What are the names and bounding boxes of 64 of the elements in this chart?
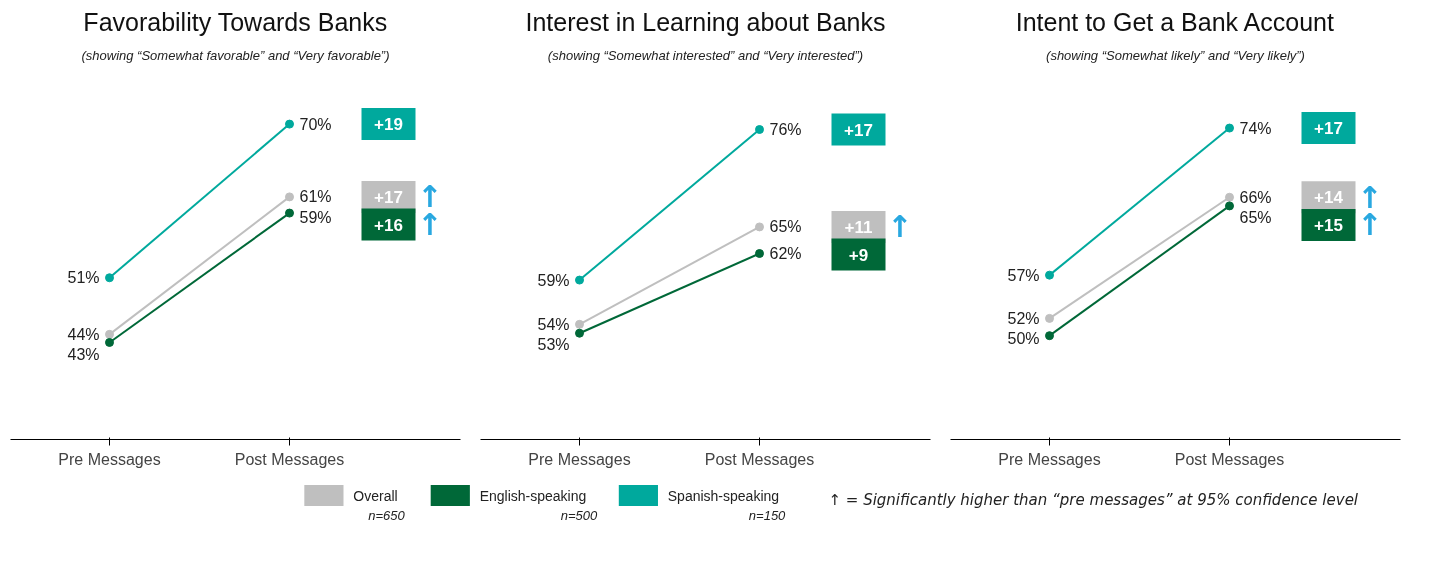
annotation: +17 [844, 120, 873, 140]
x-tick-label: Post Messages [1174, 450, 1285, 468]
data-label: 43% [67, 346, 100, 364]
point [575, 319, 584, 329]
text: ↑ [417, 207, 443, 243]
annotation: +14 [1314, 188, 1344, 208]
x-tick-label: Post Messages [234, 450, 345, 468]
point [755, 125, 764, 134]
data-label: 76% [769, 121, 802, 138]
data-label: 70% [299, 115, 332, 133]
data-label: 65% [1239, 209, 1272, 227]
point [1225, 192, 1234, 202]
chart-subtitle: (showing “Somewhat interested” and “Very interested”) [547, 47, 864, 63]
data-label: 53% [537, 336, 570, 354]
point [755, 249, 764, 258]
point [575, 328, 584, 338]
data-label: 65% [769, 218, 802, 236]
chart-subtitle: (showing “Somewhat likely” and “Very likely”) [1046, 47, 1305, 63]
annotation: +19 [374, 115, 403, 135]
annotation: +17 [1314, 119, 1343, 139]
annotation: +16 [374, 215, 403, 235]
x-tick-label: Pre Messages [58, 450, 161, 468]
text: ↑ [1357, 207, 1383, 243]
data-label: 62% [769, 245, 802, 262]
point [1045, 313, 1054, 323]
data-label: 61% [299, 188, 332, 206]
point [285, 119, 294, 129]
point [105, 337, 114, 347]
point [1225, 123, 1234, 133]
data-label: 44% [67, 325, 100, 343]
point [1045, 270, 1054, 280]
x-tick-label: Pre Messages [528, 450, 631, 468]
chart-subtitle: (showing “Somewhat favorable” and “Very favorable”) [81, 47, 390, 63]
data-label: 50% [1007, 330, 1040, 348]
data-label: 66% [1239, 188, 1272, 206]
chart-title: Favorability Towards Banks [83, 7, 388, 36]
point [1225, 201, 1234, 211]
data-label: 74% [1239, 119, 1272, 137]
annotation: +15 [1314, 215, 1343, 235]
text: ↑ = Significantly higher than “pre messages” at 95% confidence level [828, 490, 1359, 509]
annotation: +11 [844, 217, 873, 237]
point [1045, 331, 1054, 341]
point [575, 275, 584, 285]
point [285, 192, 294, 202]
point [285, 208, 294, 218]
point [105, 329, 114, 339]
data-label: 54% [537, 315, 570, 333]
legend-label: Spanish-speaking n=150 [667, 487, 787, 524]
text: ↑ [887, 209, 913, 245]
annotation: +9 [848, 245, 869, 265]
data-label: 57% [1007, 266, 1040, 284]
data-label: 52% [1007, 309, 1040, 327]
annotation: +17 [374, 187, 403, 207]
point [755, 222, 764, 232]
data-label: 59% [537, 271, 570, 289]
x-tick-label: Post Messages [704, 450, 815, 468]
point [105, 273, 114, 283]
x-tick-label: Pre Messages [998, 450, 1101, 468]
chart-title: Interest in Learning about Banks [525, 7, 886, 36]
chart-title: Intent to Get a Bank Account [1015, 7, 1334, 36]
data-label: 51% [67, 269, 100, 287]
legend-label: English-speaking n=500 [479, 487, 599, 524]
data-label: 59% [299, 208, 332, 226]
legend-label: Overall n=650 [353, 487, 406, 524]
